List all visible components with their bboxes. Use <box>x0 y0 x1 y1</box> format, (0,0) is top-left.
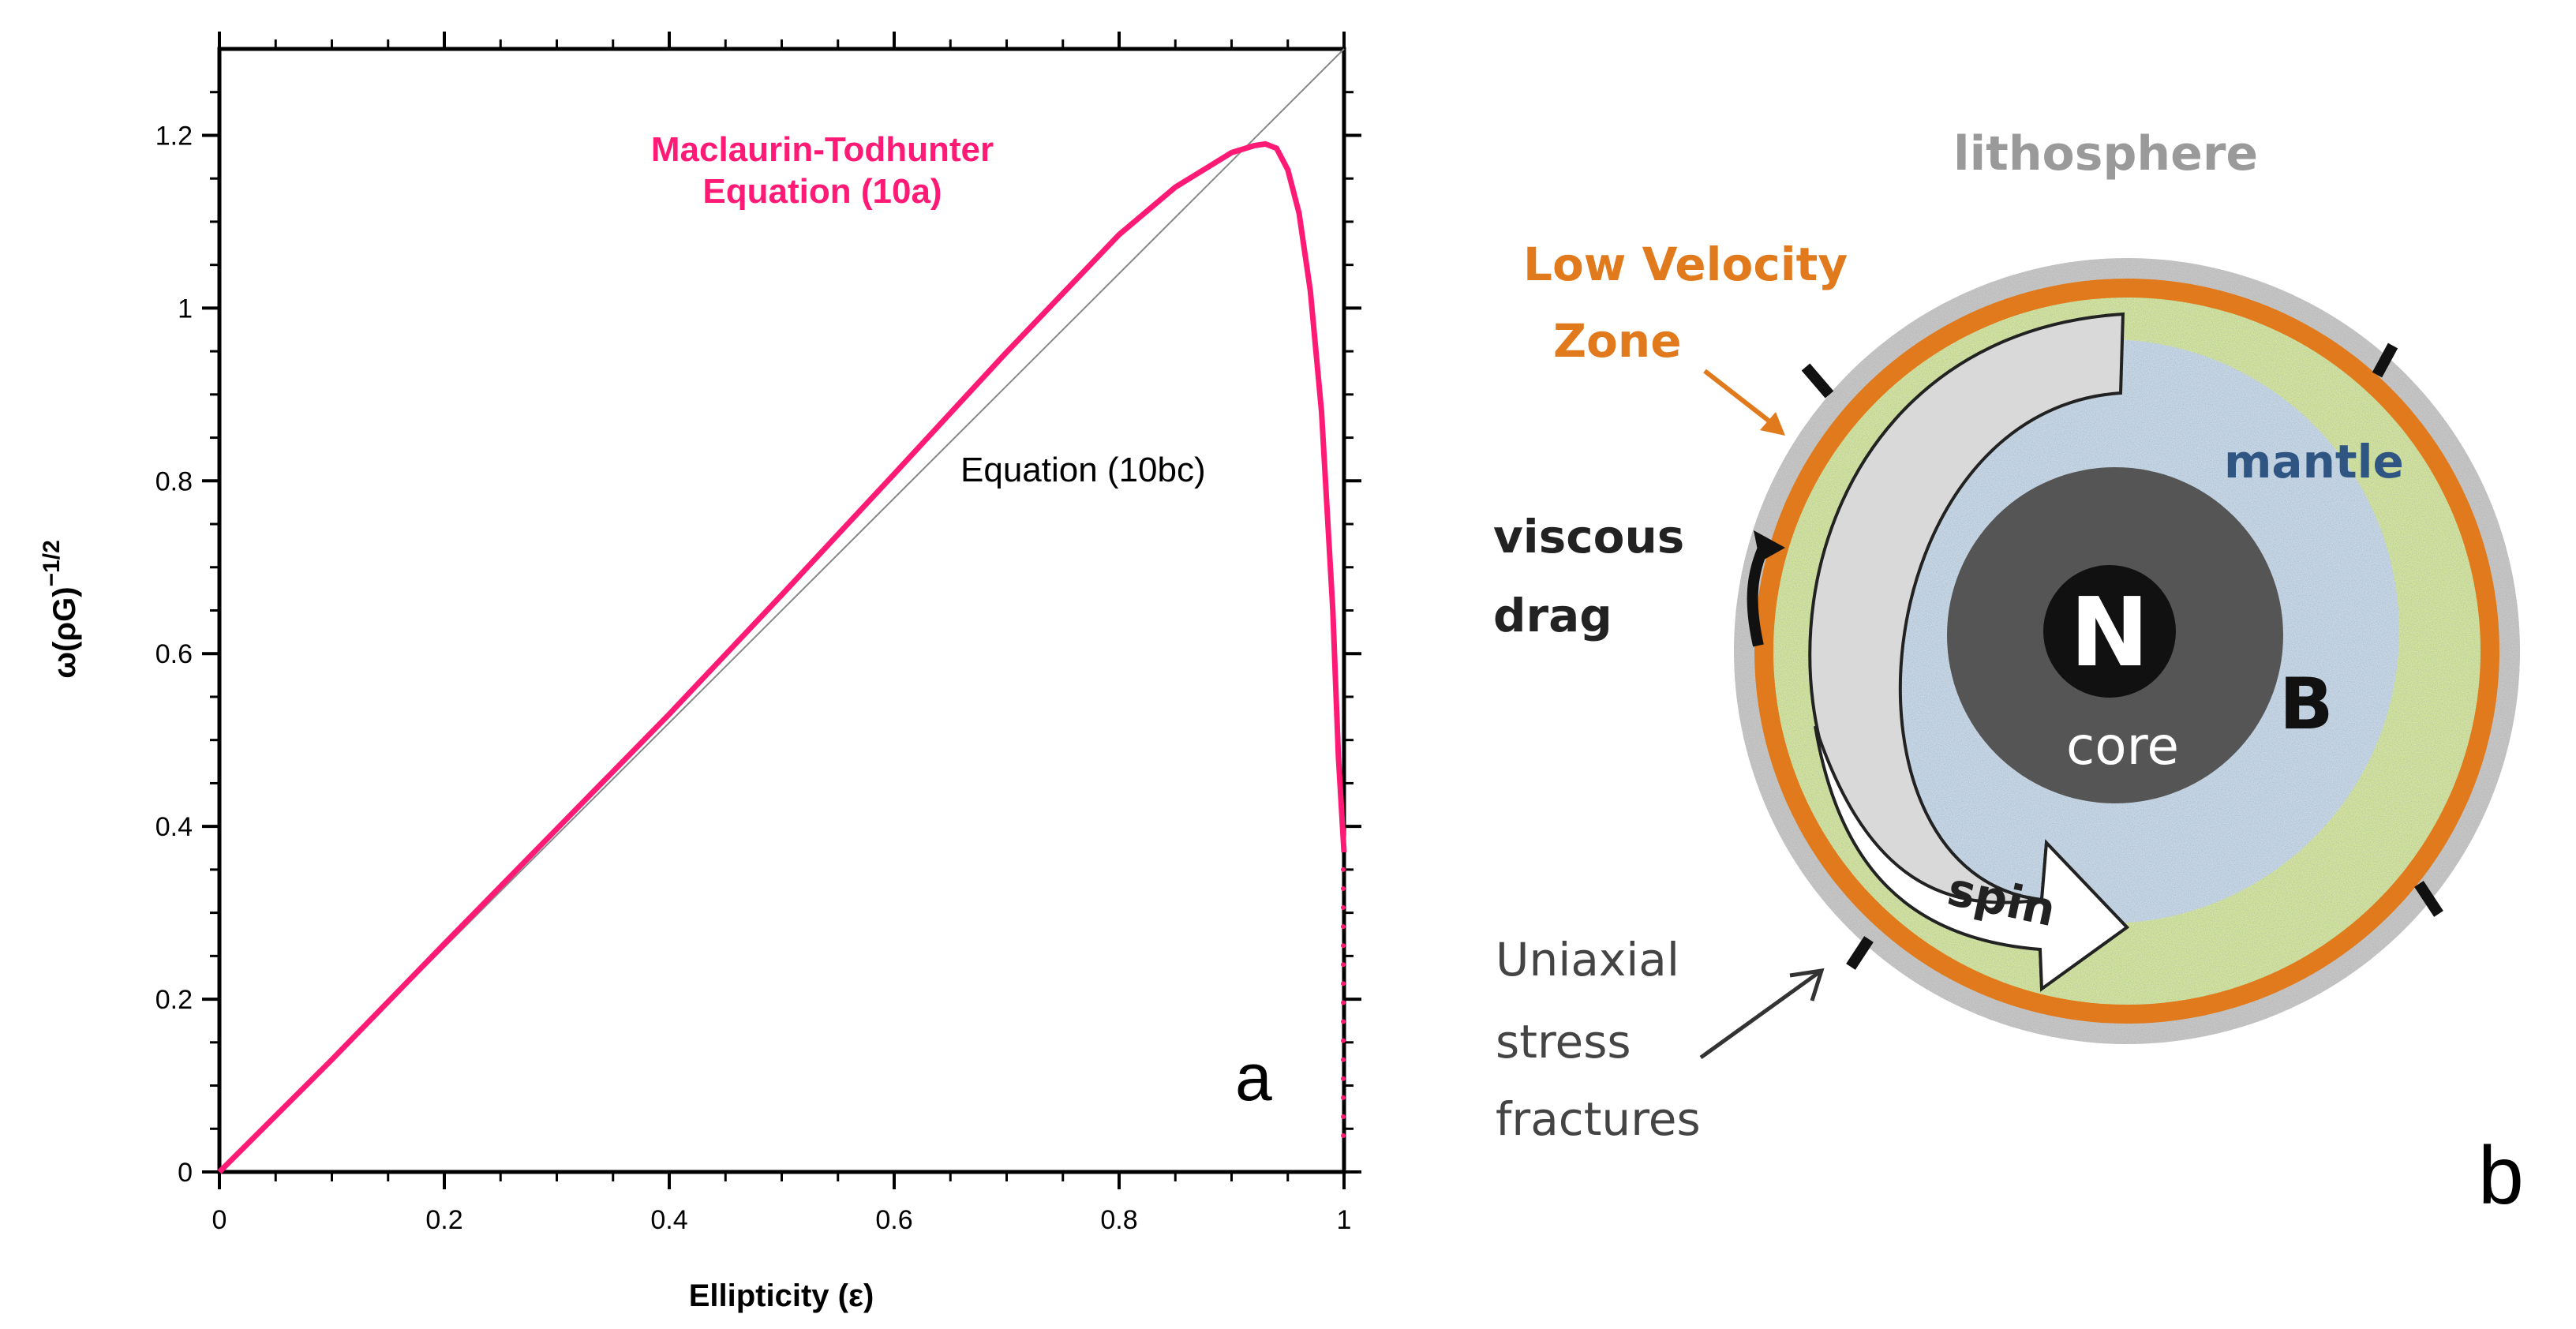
fracture-mark-bottom-right <box>2414 881 2443 917</box>
y-tick-label: 0.2 <box>155 985 193 1015</box>
lvz-label-line2: Zone <box>1553 314 1682 368</box>
x-tick-label: 0.2 <box>425 1205 462 1235</box>
fractures-pointer-arrow <box>1699 970 1821 1060</box>
lithosphere-label: lithosphere <box>1953 126 2258 182</box>
spin-arrow-lower-outline <box>1814 725 2130 992</box>
curve-tail-dot <box>1341 1076 1346 1081</box>
fracture-mark-bottom-left <box>1846 936 1874 970</box>
lvz-label-line1: Low Velocity <box>1523 238 1848 291</box>
fractures-label-line1: Uniaxial <box>1496 933 1679 986</box>
fractures-label-line2: stress <box>1496 1015 1631 1069</box>
viscous-drag-arrowhead <box>1754 530 1785 562</box>
series-label-equation-10bc: Equation (10bc) <box>960 451 1206 489</box>
lvz-pointer-arrowhead <box>1760 412 1785 436</box>
spin-arrow-lower-highlight <box>1815 726 2127 989</box>
x-tick-label: 0.8 <box>1100 1205 1137 1235</box>
y-tick-label: 0.4 <box>155 812 193 842</box>
x-tick-label: 0.6 <box>875 1205 912 1235</box>
series-label-maclaurin-line2: Equation (10a) <box>702 172 942 211</box>
curve-tail-dot <box>1341 867 1346 872</box>
y-axis-title-exponent: −1/2 <box>39 540 65 586</box>
curve-tail-dot <box>1341 885 1346 891</box>
fracture-mark-top-left <box>1801 363 1834 399</box>
curve-tail-dot <box>1341 1095 1346 1100</box>
core-label: core <box>2066 716 2179 777</box>
curve-tail-dot <box>1341 1038 1346 1043</box>
y-axis-title-main: ω(ρG) <box>47 586 82 678</box>
curve-tail-dot <box>1341 1114 1346 1119</box>
x-tick-label: 0.4 <box>650 1205 687 1235</box>
curve-tail-dot <box>1341 981 1346 986</box>
lvz-pointer-arrow <box>1703 369 1777 429</box>
series-line-maclaurin-todhunter <box>217 140 1347 1174</box>
y-tick-label: 0 <box>178 1158 193 1188</box>
curve-tail-dot <box>1341 1133 1346 1139</box>
y-tick-label: 0.6 <box>155 639 193 669</box>
x-axis-title: Ellipticity (ε) <box>689 1278 874 1313</box>
fracture-mark-top-right <box>2372 343 2398 378</box>
curve-tail-dot <box>1341 1000 1346 1005</box>
panel-letter-b: b <box>2478 1130 2524 1222</box>
north-pole-letter: N <box>2070 578 2149 688</box>
series-label-maclaurin-line1: Maclaurin-Todhunter <box>651 130 994 169</box>
curve-tail-dot <box>1341 1057 1346 1062</box>
x-tick-label: 1 <box>1337 1205 1352 1235</box>
y-tick-label: 1.2 <box>155 121 193 151</box>
y-axis-title: ω(ρG)−1/2 <box>39 540 82 679</box>
x-tick-label: 0 <box>212 1205 227 1235</box>
viscous-drag-label-line1: viscous <box>1493 510 1684 563</box>
mantle-label: mantle <box>2224 435 2404 489</box>
fractures-label-line3: fractures <box>1496 1092 1701 1146</box>
panel-letter-a: a <box>1235 1040 1272 1114</box>
curve-tail-dot <box>1341 905 1346 911</box>
magnetic-field-letter: B <box>2279 663 2334 746</box>
y-tick-label: 1 <box>178 294 193 324</box>
axis-ticks <box>202 32 1361 1189</box>
panel-b-diagram: N core B spin lithosphere Low Velocity Z… <box>1493 126 2524 1222</box>
curve-tail-dot <box>1341 943 1346 949</box>
fractures-pointer-arrowhead <box>1789 968 1825 1001</box>
axis-tick-labels: 0 0.2 0.4 0.6 0.8 1 0 0.2 0.4 0.6 0.8 1 1.2 <box>155 121 1352 1235</box>
north-pole-marker <box>2043 565 2176 698</box>
curve-tail-dot <box>1341 1019 1346 1024</box>
y-tick-label: 0.8 <box>155 466 193 496</box>
curve-tail-dot <box>1341 924 1346 930</box>
viscous-drag-label-line2: drag <box>1493 589 1612 642</box>
curve-tail-dot <box>1341 962 1346 968</box>
panel-a-chart: 0 0.2 0.4 0.6 0.8 1 0 0.2 0.4 0.6 0.8 1 1.2 Maclauri… <box>39 32 1361 1313</box>
